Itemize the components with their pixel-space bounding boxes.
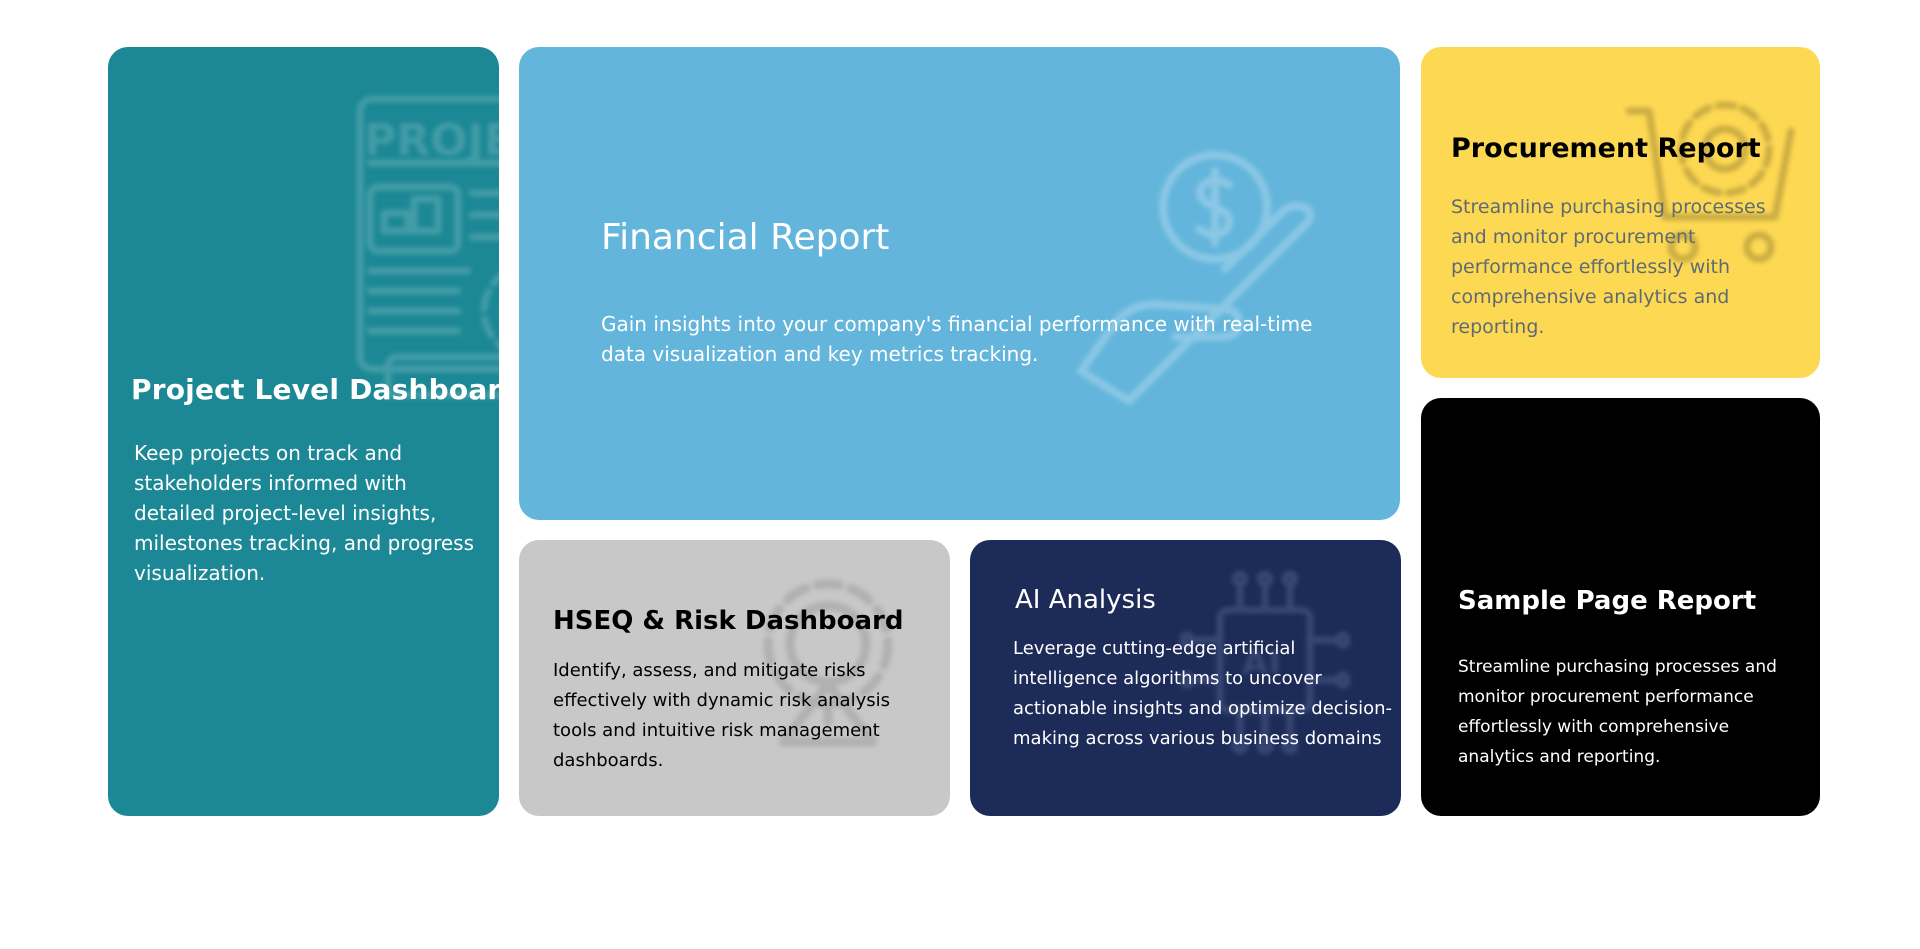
- card-title: Financial Report: [601, 217, 890, 258]
- project-level-dashboard-card[interactable]: PROJECT Project Level Dashboard Keep pro…: [108, 47, 499, 816]
- financial-report-card[interactable]: Financial Report Gain insights into your…: [519, 47, 1400, 520]
- card-description: Leverage cutting-edge artificial intelli…: [1013, 638, 1392, 749]
- card-description: Streamline purchasing processes and moni…: [1451, 196, 1766, 338]
- card-title: HSEQ & Risk Dashboard: [553, 606, 904, 636]
- procurement-report-card[interactable]: Procurement Report Streamline purchasing…: [1421, 47, 1820, 378]
- card-description: Gain insights into your company's financ…: [601, 312, 1313, 366]
- card-title: Project Level Dashboard: [131, 373, 499, 406]
- project-document-icon: PROJECT: [356, 95, 499, 399]
- card-description: Identify, assess, and mitigate risks eff…: [553, 660, 890, 771]
- hseq-risk-dashboard-card[interactable]: HSEQ & Risk Dashboard Identify, assess, …: [519, 540, 950, 816]
- card-title: AI Analysis: [1015, 585, 1156, 615]
- card-description: Streamline purchasing processes and moni…: [1458, 657, 1777, 767]
- card-title: Procurement Report: [1451, 133, 1761, 164]
- ai-analysis-card[interactable]: AI AI Analysis Leverage cutting-edge art…: [970, 540, 1401, 816]
- card-description: Keep projects on track and stakeholders …: [134, 441, 475, 585]
- card-title: Sample Page Report: [1458, 586, 1757, 616]
- project-icon-label: PROJECT: [364, 115, 499, 166]
- dollar-hand-icon: [1077, 151, 1315, 405]
- sample-page-report-card[interactable]: Sample Page Report Streamline purchasing…: [1421, 398, 1820, 816]
